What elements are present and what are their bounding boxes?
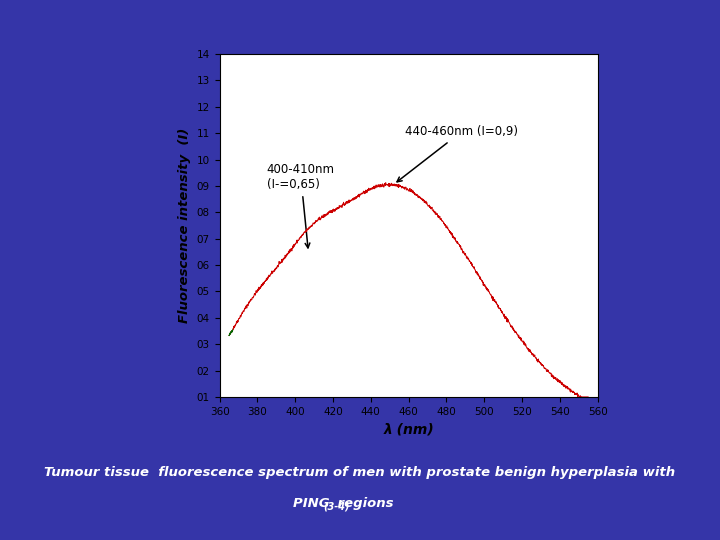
Text: (3-4): (3-4) xyxy=(324,502,350,511)
X-axis label: λ (nm): λ (nm) xyxy=(383,422,434,436)
Text: Tumour tissue  fluorescence spectrum of men with prostate benign hyperplasia wit: Tumour tissue fluorescence spectrum of m… xyxy=(45,466,675,479)
Text: 440-460nm (I=0,9): 440-460nm (I=0,9) xyxy=(397,125,518,182)
Y-axis label: Fluorescence intensity  (I): Fluorescence intensity (I) xyxy=(178,128,191,323)
Text: 400-410nm
(I-=0,65): 400-410nm (I-=0,65) xyxy=(267,163,335,248)
Text: PING: PING xyxy=(292,497,334,510)
Text: regions: regions xyxy=(333,497,394,510)
